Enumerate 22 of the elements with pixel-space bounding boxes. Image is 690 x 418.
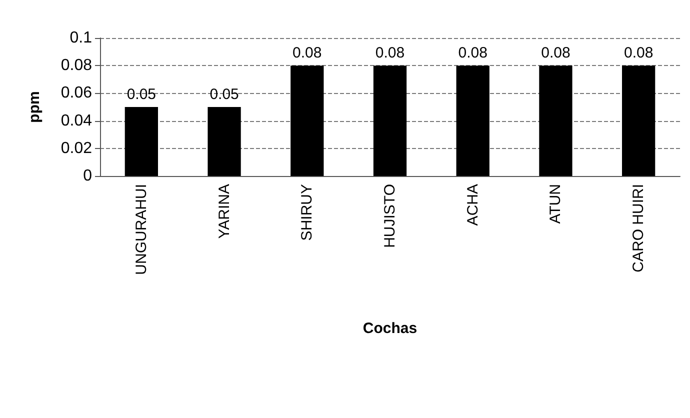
data-label: 0.05: [126, 86, 156, 103]
x-tick-label: SHIRUY: [298, 184, 316, 241]
y-tick-label: 0.04: [60, 112, 92, 130]
y-tick-label: 0.02: [60, 140, 92, 157]
x-axis-title: Cochas: [362, 320, 418, 337]
y-tick-label: 0.06: [60, 84, 92, 102]
y-axis-title: ppm: [26, 91, 43, 123]
data-label: 0.08: [541, 44, 570, 62]
x-tick-label: CARO HUIRI: [630, 184, 648, 272]
x-tick-label: ACHA: [464, 184, 482, 226]
y-tick-label: 0: [83, 168, 92, 184]
x-tick-label: UNGURAHUI: [132, 184, 150, 275]
data-label: 0.08: [624, 44, 654, 62]
x-tick-label: ATUN: [547, 184, 564, 224]
data-label: 0.05: [210, 86, 239, 103]
data-label: 0.08: [458, 44, 488, 62]
y-tick-label: 0.08: [60, 57, 92, 74]
data-label: 0.08: [375, 44, 405, 62]
y-tick-label: 0.1: [70, 30, 92, 46]
x-tick-label: HUJISTO: [382, 184, 398, 248]
x-tick-label: YARINA: [216, 184, 233, 239]
data-label: 0.08: [292, 44, 322, 62]
